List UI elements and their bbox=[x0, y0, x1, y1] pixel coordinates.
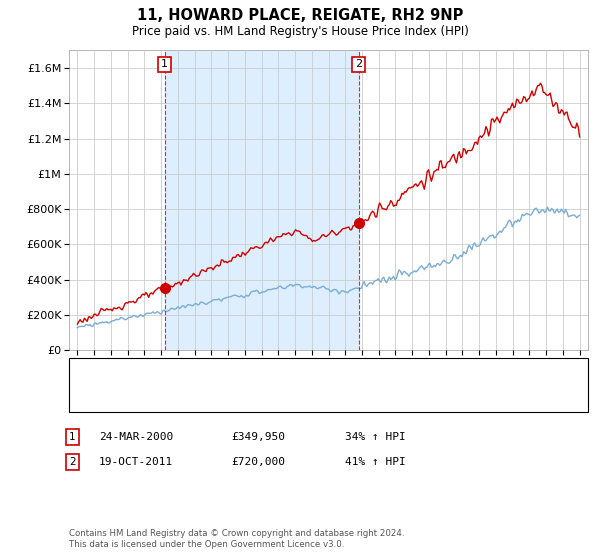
Text: 1: 1 bbox=[161, 59, 168, 69]
Text: 34% ↑ HPI: 34% ↑ HPI bbox=[345, 432, 406, 442]
Text: Price paid vs. HM Land Registry's House Price Index (HPI): Price paid vs. HM Land Registry's House … bbox=[131, 25, 469, 38]
Text: Contains HM Land Registry data © Crown copyright and database right 2024.
This d: Contains HM Land Registry data © Crown c… bbox=[69, 529, 404, 549]
Text: £720,000: £720,000 bbox=[231, 457, 285, 467]
Text: 24-MAR-2000: 24-MAR-2000 bbox=[99, 432, 173, 442]
Text: 19-OCT-2011: 19-OCT-2011 bbox=[99, 457, 173, 467]
Text: 2: 2 bbox=[355, 59, 362, 69]
Text: £349,950: £349,950 bbox=[231, 432, 285, 442]
Text: —: — bbox=[78, 365, 96, 382]
Text: HPI: Average price, detached house, Reigate and Banstead: HPI: Average price, detached house, Reig… bbox=[108, 391, 403, 402]
Text: 11, HOWARD PLACE, REIGATE, RH2 9NP (detached house): 11, HOWARD PLACE, REIGATE, RH2 9NP (deta… bbox=[108, 368, 397, 379]
Text: 41% ↑ HPI: 41% ↑ HPI bbox=[345, 457, 406, 467]
Text: 11, HOWARD PLACE, REIGATE, RH2 9NP: 11, HOWARD PLACE, REIGATE, RH2 9NP bbox=[137, 8, 463, 24]
Bar bbox=[165, 50, 359, 350]
Text: —: — bbox=[78, 388, 96, 405]
Text: 1: 1 bbox=[69, 432, 76, 442]
Text: 2: 2 bbox=[69, 457, 76, 467]
